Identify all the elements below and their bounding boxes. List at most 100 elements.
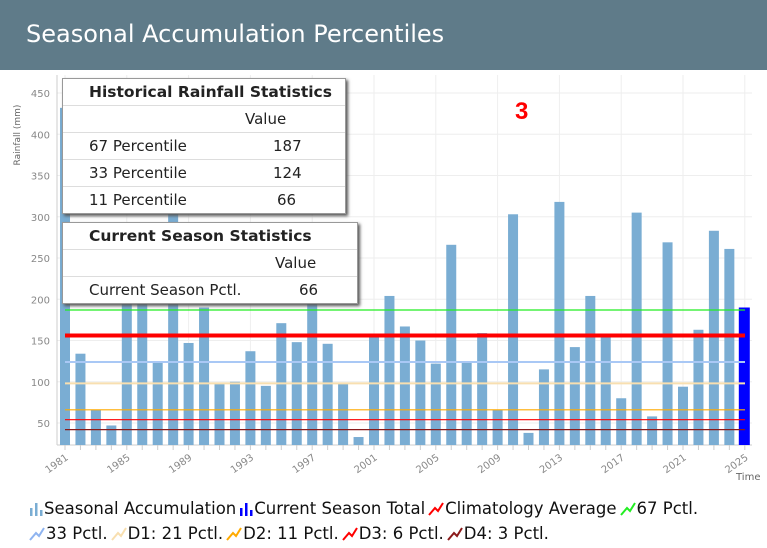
- y-tick-label: 150: [31, 337, 50, 348]
- seasonal-bar: [585, 295, 596, 445]
- seasonal-bar: [121, 281, 132, 445]
- seasonal-bar: [662, 242, 673, 445]
- bar-chart-icon: [30, 503, 43, 516]
- legend-label: Current Season Total: [254, 499, 426, 518]
- legend-item[interactable]: Seasonal Accumulation: [28, 496, 236, 521]
- seasonal-bar: [338, 383, 349, 445]
- y-tick-label: 350: [31, 172, 50, 183]
- seasonal-bar: [415, 340, 426, 445]
- seasonal-bar: [199, 307, 210, 445]
- x-tick-label: 1985: [105, 452, 132, 476]
- seasonal-bar: [693, 329, 704, 445]
- seasonal-bar: [647, 416, 658, 445]
- seasonal-bar: [461, 362, 472, 445]
- row-label: Current Season Pctl.: [89, 281, 242, 299]
- seasonal-bar: [523, 432, 534, 445]
- seasonal-bar: [214, 383, 225, 445]
- row-value: 66: [299, 281, 319, 299]
- x-tick-label: 1989: [167, 452, 194, 476]
- x-tick-label: 2001: [353, 452, 380, 476]
- line-chart-icon: [341, 527, 358, 541]
- historical-table-title: Historical Rainfall Statistics: [89, 83, 332, 101]
- legend-label: D3: 6 Pctl.: [358, 524, 444, 543]
- x-tick-label: 2005: [414, 452, 441, 476]
- y-tick-label: 250: [31, 254, 50, 265]
- row-label: 33 Percentile: [89, 164, 187, 182]
- x-tick-label: 1997: [291, 452, 318, 476]
- seasonal-bar: [369, 336, 379, 445]
- legend-label: D1: 21 Pctl.: [127, 524, 224, 543]
- seasonal-bar: [291, 342, 302, 445]
- bar-chart-icon: [240, 503, 253, 516]
- row-value: 187: [273, 137, 302, 155]
- seasonal-bar: [708, 230, 719, 445]
- y-tick-label: 300: [31, 213, 50, 224]
- seasonal-bar: [631, 212, 642, 445]
- value-header: Value: [275, 254, 317, 272]
- row-value: 66: [277, 191, 297, 209]
- line-chart-icon: [619, 502, 636, 516]
- seasonal-bar: [600, 336, 611, 445]
- y-tick-label: 450: [31, 89, 50, 100]
- line-chart-icon: [29, 527, 45, 541]
- table-row: 33 Percentile 124: [63, 160, 345, 187]
- y-tick-label: 100: [31, 378, 50, 389]
- legend-label: Seasonal Accumulation: [44, 499, 237, 518]
- legend-label: 33 Pctl.: [46, 524, 108, 543]
- seasonal-bar: [554, 201, 565, 445]
- current-season-bar: [738, 307, 750, 445]
- value-header: Value: [245, 110, 287, 128]
- page-title: Seasonal Accumulation Percentiles: [26, 20, 445, 48]
- seasonal-bar: [260, 385, 271, 445]
- table-row: 11 Percentile 66: [63, 187, 345, 213]
- legend-label: D4: 3 Pctl.: [463, 524, 549, 543]
- seasonal-bar: [152, 361, 163, 445]
- legend: Seasonal Accumulation Current Season Tota…: [28, 496, 767, 546]
- x-tick-label: 2013: [538, 452, 565, 476]
- historical-stats-table: Historical Rainfall Statistics Value 67 …: [62, 78, 346, 214]
- seasonal-bar: [508, 214, 519, 445]
- line-chart-icon: [110, 527, 127, 541]
- legend-item[interactable]: 67 Pctl.: [619, 496, 698, 521]
- x-tick-label: 2009: [476, 452, 503, 476]
- seasonal-bar: [430, 363, 441, 445]
- legend-label: Climatology Average: [445, 499, 617, 518]
- current-season-table: Current Season Statistics Value Current …: [62, 222, 358, 304]
- legend-item[interactable]: 33 Pctl.: [28, 521, 108, 546]
- seasonal-bar: [724, 248, 735, 445]
- seasonal-bar: [569, 347, 580, 445]
- page-header: Seasonal Accumulation Percentiles: [0, 0, 767, 70]
- legend-item[interactable]: Climatology Average: [427, 496, 617, 521]
- seasonal-bar: [353, 437, 364, 445]
- legend-item[interactable]: D2: 11 Pctl.: [225, 521, 339, 546]
- x-tick-label: 1993: [229, 452, 256, 476]
- y-tick-label: 50: [37, 419, 50, 430]
- legend-item[interactable]: D1: 21 Pctl.: [110, 521, 224, 546]
- seasonal-bar: [477, 333, 488, 445]
- legend-item[interactable]: Current Season Total: [238, 496, 425, 521]
- table-row: Current Season Pctl. 66: [63, 277, 357, 303]
- x-axis-label: Time: [735, 472, 760, 483]
- legend-item[interactable]: D4: 3 Pctl.: [446, 521, 549, 546]
- row-label: 67 Percentile: [89, 137, 187, 155]
- seasonal-bar: [538, 369, 549, 445]
- seasonal-bar: [90, 409, 101, 445]
- current-table-title: Current Season Statistics: [89, 227, 312, 245]
- x-tick-label: 1981: [44, 452, 71, 476]
- seasonal-bar: [678, 386, 688, 445]
- seasonal-bar: [183, 342, 194, 445]
- x-tick-label: 2021: [662, 452, 689, 476]
- line-chart-icon: [447, 527, 463, 541]
- seasonal-bar: [322, 343, 333, 445]
- y-axis-label: Rainfall (mm): [13, 105, 23, 166]
- line-chart-icon: [428, 502, 445, 516]
- legend-label: D2: 11 Pctl.: [243, 524, 339, 543]
- seasonal-bar: [137, 291, 148, 445]
- seasonal-bar: [446, 244, 457, 445]
- table-row: 67 Percentile 187: [63, 133, 345, 160]
- legend-item[interactable]: D3: 6 Pctl.: [341, 521, 444, 546]
- seasonal-bar: [307, 266, 318, 445]
- line-chart-icon: [226, 527, 242, 541]
- y-tick-label: 200: [31, 295, 50, 306]
- seasonal-bar: [75, 353, 86, 445]
